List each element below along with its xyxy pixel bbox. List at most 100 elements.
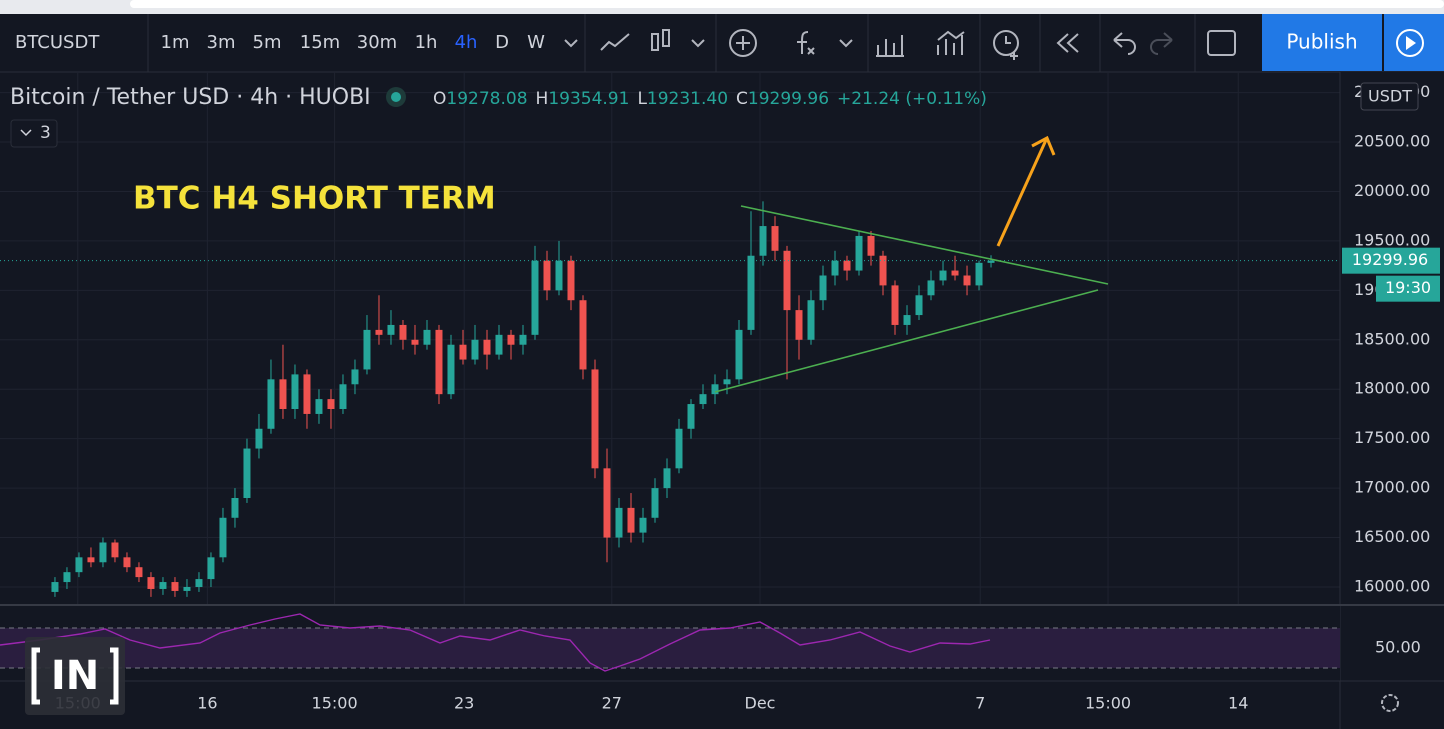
- candle-body: [255, 428, 263, 449]
- ohlc-letter: O: [433, 89, 446, 109]
- candle-body: [591, 369, 599, 469]
- interval[interactable]: 5m: [253, 32, 282, 53]
- candle-body: [855, 235, 863, 271]
- header-title: Bitcoin / Tether USD · 4h · HUOBI: [10, 85, 371, 110]
- candle-body: [207, 557, 215, 580]
- candle-body: [135, 567, 143, 578]
- fullscreen[interactable]: [1207, 30, 1236, 56]
- candle-body: [675, 428, 683, 469]
- candle-body: [351, 369, 359, 385]
- interval[interactable]: 15m: [300, 32, 340, 53]
- candle-body: [111, 542, 119, 558]
- candle-body: [567, 260, 575, 301]
- ohlc-letter: L: [637, 89, 647, 109]
- time-tick-label: 27: [602, 694, 622, 713]
- redo[interactable]: [1150, 32, 1173, 55]
- indicator-toggle[interactable]: [10, 119, 58, 148]
- interval[interactable]: 4h: [455, 32, 478, 53]
- indicator-count: 3: [40, 123, 51, 143]
- candle-body: [231, 497, 239, 518]
- toolbar-icons: [564, 29, 1236, 60]
- candle-body: [843, 260, 851, 271]
- indicators[interactable]: [797, 31, 815, 55]
- publish-label[interactable]: Publish: [1286, 30, 1357, 54]
- ohlc-letter: C: [736, 89, 748, 109]
- interval[interactable]: 1h: [415, 32, 438, 53]
- candle-body: [735, 329, 743, 380]
- candle-body: [579, 300, 587, 370]
- indicators-add[interactable]: [729, 29, 757, 57]
- candle-body: [771, 226, 779, 251]
- time-tick-label: 15:00: [1085, 694, 1131, 713]
- candle-body: [723, 379, 731, 385]
- price-tick-label: 16500.00: [1354, 527, 1430, 546]
- last-price-label: 19299.96: [1352, 250, 1428, 269]
- candle-body: [651, 488, 659, 518]
- interval[interactable]: W: [527, 32, 545, 53]
- candle-body: [99, 542, 107, 563]
- price-axis: [1340, 72, 1444, 681]
- undo[interactable]: [1113, 32, 1136, 55]
- candle-body: [783, 250, 791, 311]
- candle-body: [183, 586, 191, 591]
- candle-body: [759, 226, 767, 256]
- candle-body: [891, 285, 899, 325]
- logo-text: IN: [51, 653, 99, 699]
- candle-body: [123, 557, 131, 568]
- triangle-pattern: [714, 205, 1109, 393]
- price-tick-label: 19500.00: [1354, 230, 1430, 249]
- candle-body: [699, 394, 707, 405]
- interval-dropdown[interactable]: [564, 39, 578, 48]
- countdown-box: [1376, 275, 1440, 302]
- change: +21.24 (+0.11%): [837, 89, 987, 109]
- candle-body: [339, 384, 347, 409]
- symbol[interactable]: BTCUSDT: [15, 32, 100, 53]
- candle-body: [63, 572, 71, 583]
- candle-body: [531, 260, 539, 335]
- currency-badge[interactable]: [1360, 82, 1419, 111]
- candle-body: [471, 339, 479, 360]
- compare[interactable]: [937, 30, 965, 55]
- candle-body: [555, 260, 563, 291]
- candle-body: [243, 448, 251, 498]
- price-tick-label: 17500.00: [1354, 428, 1430, 447]
- candle-body: [831, 260, 839, 276]
- candle-body: [315, 399, 323, 414]
- interval[interactable]: D: [495, 32, 509, 53]
- candle-body: [711, 384, 719, 395]
- candle-body: [327, 399, 335, 409]
- candle-style[interactable]: [651, 33, 659, 51]
- candle-body: [951, 270, 959, 276]
- candle-body: [867, 235, 875, 256]
- time-tick-label: 15:00: [312, 694, 358, 713]
- alert[interactable]: [993, 30, 1019, 56]
- candle-body: [687, 404, 695, 429]
- play-triangle: [1406, 36, 1416, 50]
- candle-body: [603, 468, 611, 538]
- rsi-bounds: [0, 627, 1340, 669]
- candle-body: [519, 334, 527, 345]
- candle-body: [147, 577, 155, 589]
- candle-body: [303, 374, 311, 414]
- grid: [0, 72, 1340, 681]
- interval[interactable]: 30m: [357, 32, 397, 53]
- interval[interactable]: 1m: [161, 32, 190, 53]
- candle-body: [663, 468, 671, 489]
- time-tick-label: 16: [197, 694, 217, 713]
- candle-body: [219, 517, 227, 558]
- chart-style[interactable]: [600, 33, 630, 51]
- replay[interactable]: [1056, 33, 1079, 53]
- candle-body: [987, 260, 995, 263]
- candle-body: [423, 329, 431, 345]
- settings[interactable]: [1381, 694, 1399, 712]
- rsi-band: [0, 628, 1340, 668]
- time-tick-label: Dec: [745, 694, 776, 713]
- financials[interactable]: [876, 35, 904, 57]
- publish-button[interactable]: [1262, 14, 1382, 71]
- ohlc-value: 19278.08: [446, 89, 527, 109]
- interval[interactable]: 3m: [207, 32, 236, 53]
- candle-body: [375, 329, 383, 335]
